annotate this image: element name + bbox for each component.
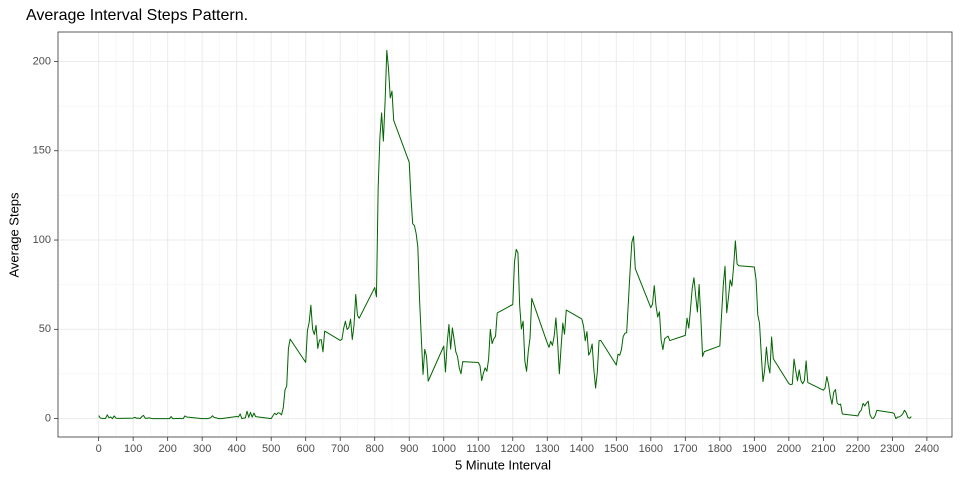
y-axis-label: Average Steps — [6, 192, 21, 278]
x-tick-label: 300 — [193, 443, 211, 455]
x-tick-label: 1500 — [604, 443, 628, 455]
x-tick-label: 100 — [124, 443, 142, 455]
x-tick-label: 1800 — [708, 443, 732, 455]
x-tick-label: 1600 — [639, 443, 663, 455]
panel-border — [57, 31, 953, 438]
y-tick-label: 200 — [33, 55, 51, 67]
x-tick-label: 900 — [400, 443, 418, 455]
x-tick-label: 200 — [158, 443, 176, 455]
x-tick-label: 1000 — [432, 443, 456, 455]
x-tick-label: 1300 — [535, 443, 559, 455]
y-tick-label: 150 — [33, 145, 51, 157]
x-tick-label: 1700 — [673, 443, 697, 455]
y-tick-label: 50 — [39, 323, 51, 335]
x-tick-label: 500 — [262, 443, 280, 455]
y-tick-label: 100 — [33, 234, 51, 246]
x-tick-label: 1400 — [570, 443, 594, 455]
x-tick-label: 2200 — [846, 443, 870, 455]
x-tick-label: 400 — [227, 443, 245, 455]
line — [98, 49, 912, 420]
x-tick-label: 1900 — [742, 443, 766, 455]
x-tick-label: 2300 — [880, 443, 904, 455]
chart-title: Average Interval Steps Pattern. — [26, 7, 248, 24]
y-tick-label: 0 — [45, 413, 51, 425]
x-tick-label: 2000 — [777, 443, 801, 455]
x-tick-label: 800 — [366, 443, 384, 455]
x-axis-label: 5 Minute Interval — [455, 457, 551, 472]
x-tick-label: 2100 — [811, 443, 835, 455]
x-tick-label: 1100 — [466, 443, 490, 455]
plot-area — [98, 49, 912, 420]
x-tick-label: 0 — [96, 443, 102, 455]
x-tick-label: 1200 — [501, 443, 525, 455]
x-tick-label: 700 — [331, 443, 349, 455]
x-tick-label: 2400 — [915, 443, 939, 455]
x-tick-label: 600 — [297, 443, 315, 455]
